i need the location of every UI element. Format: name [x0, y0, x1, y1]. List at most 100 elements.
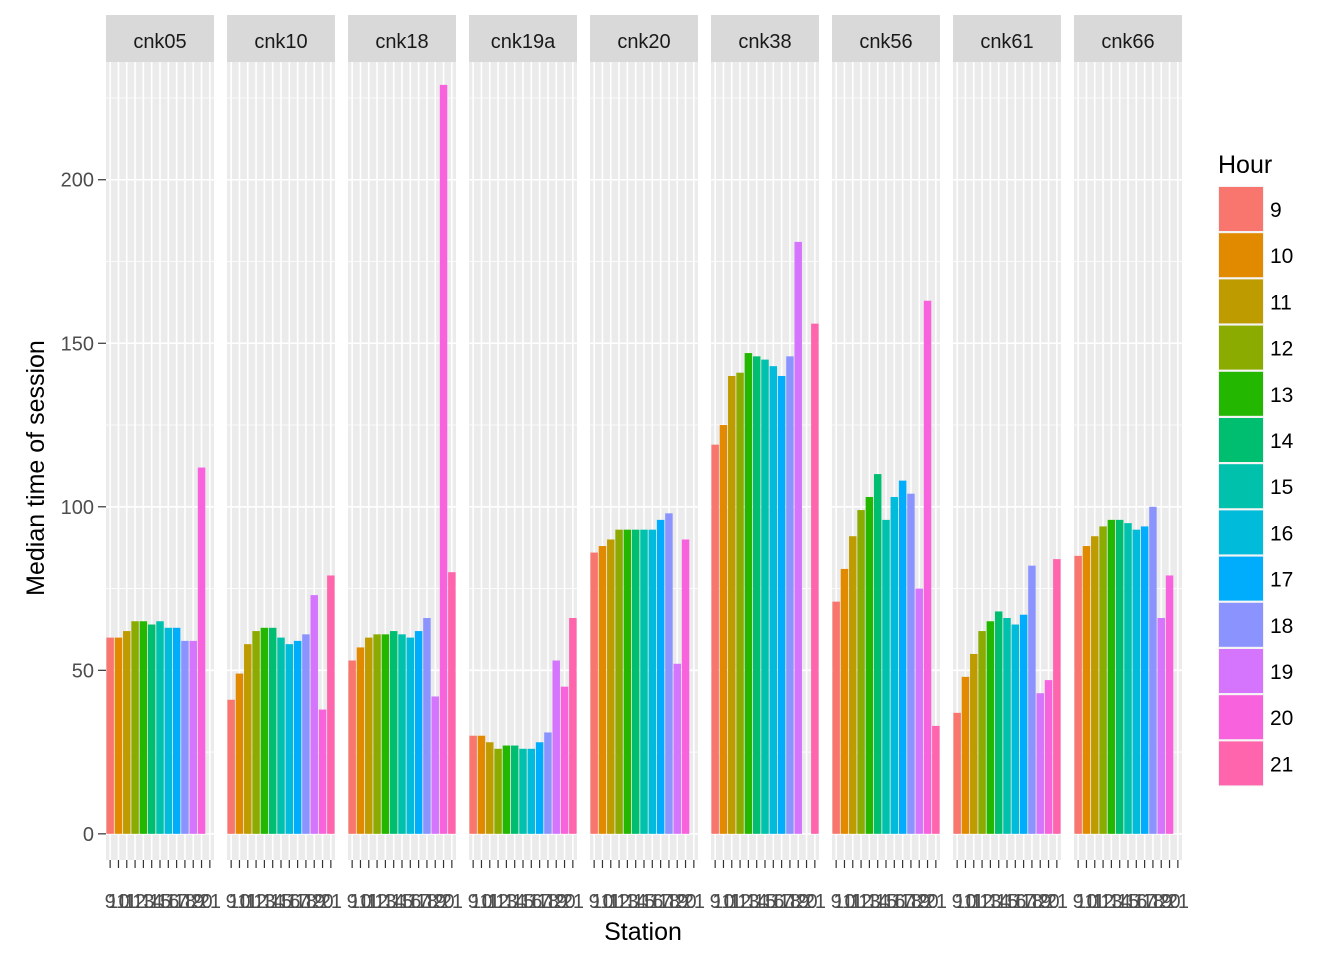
bar-cnk18-hour-9 [348, 660, 356, 834]
x-tick-label: 20 [795, 891, 817, 913]
x-tick-label: 10 [470, 891, 492, 913]
x-tick-label: 17 [649, 891, 671, 913]
bar-cnk66-hour-11 [1091, 536, 1099, 834]
legend-item-12: 12 [1218, 324, 1293, 371]
x-tick-label: 15 [633, 891, 655, 913]
bar-cnk66-hour-12 [1099, 526, 1107, 834]
legend-swatch [1219, 325, 1263, 370]
bar-cnk66-hour-10 [1082, 546, 1091, 834]
bar-cnk05-hour-12 [131, 621, 139, 834]
x-tick-label: 20 [916, 891, 938, 913]
bar-cnk19a-hour-18 [544, 732, 552, 834]
x-tick-label: 18 [174, 891, 196, 913]
x-tick-label: 17 [528, 891, 550, 913]
legend-item-9: 9 [1218, 186, 1282, 232]
bar-cnk05-hour-10 [114, 637, 123, 834]
x-tick-label: 15 [1117, 891, 1139, 913]
x-tick-label: 19 [182, 891, 204, 913]
x-tick-label: 13 [374, 891, 396, 913]
x-tick-label: 19 [424, 891, 446, 913]
bar-cnk10-hour-15 [277, 637, 285, 834]
x-tick-label: 19 [1029, 891, 1051, 913]
x-tick-label: 11 [963, 891, 984, 913]
bar-cnk66-hour-18 [1149, 506, 1157, 834]
bar-cnk38-hour-13 [744, 353, 753, 834]
bar-cnk10-hour-18 [302, 634, 310, 834]
x-tick-label: 13 [979, 891, 1001, 913]
bar-cnk61-hour-13 [986, 621, 995, 834]
legend-item-14: 14 [1218, 417, 1294, 463]
bar-cnk56-hour-18 [907, 493, 915, 834]
x-tick-label: 21 [925, 891, 947, 913]
legend-title: Hour [1218, 151, 1272, 179]
x-tick-label: 13 [616, 891, 638, 913]
bar-cnk18-hour-18 [423, 617, 431, 834]
bar-cnk10-hour-20 [318, 709, 327, 834]
bar-cnk38-hour-9 [711, 444, 719, 834]
bar-cnk38-hour-14 [752, 356, 761, 834]
x-tick-label: 21 [1046, 891, 1068, 913]
bar-cnk19a-hour-9 [469, 735, 477, 834]
x-tick-label: 19 [666, 891, 688, 913]
bar-cnk10-hour-10 [235, 673, 244, 834]
bar-cnk61-hour-20 [1044, 680, 1053, 834]
bar-cnk38-hour-11 [728, 375, 736, 834]
x-tick-label: 16 [762, 891, 784, 913]
x-tick-label: 14 [988, 891, 1010, 913]
x-tick-label: 16 [278, 891, 300, 913]
facet-strip-label: cnk10 [254, 31, 307, 53]
legend-swatch [1219, 649, 1263, 693]
bar-cnk56-hour-21 [932, 725, 940, 834]
x-tick-label: 12 [1092, 891, 1114, 913]
bar-cnk18-hour-12 [373, 634, 381, 834]
x-tick-label: 10 [349, 891, 371, 913]
x-tick-label: 13 [253, 891, 275, 913]
x-tick-label: 14 [383, 891, 405, 913]
bar-cnk18-hour-21 [448, 572, 456, 834]
bar-cnk05-hour-15 [156, 621, 164, 834]
x-tick-label: 9 [105, 891, 116, 913]
legend-item-20: 20 [1218, 694, 1293, 741]
bar-cnk20-hour-19 [673, 663, 681, 834]
legend-label: 11 [1270, 291, 1292, 314]
bar-cnk38-hour-15 [761, 359, 769, 834]
bar-cnk18-hour-20 [439, 84, 448, 834]
x-tick-label: 14 [867, 891, 889, 913]
x-tick-label: 9 [468, 891, 479, 913]
x-tick-label: 18 [537, 891, 559, 913]
bar-cnk10-hour-19 [310, 595, 318, 834]
bar-cnk18-hour-14 [389, 631, 398, 834]
x-tick-label: 13 [1100, 891, 1122, 913]
x-tick-label: 20 [1158, 891, 1180, 913]
x-tick-label: 21 [320, 891, 342, 913]
bar-cnk38-hour-17 [777, 375, 786, 834]
x-tick-label: 19 [908, 891, 930, 913]
legend-swatch [1219, 510, 1263, 555]
bar-cnk05-hour-13 [139, 621, 148, 834]
x-tick-label: 19 [787, 891, 809, 913]
x-tick-label: 15 [512, 891, 534, 913]
x-tick-label: 14 [746, 891, 768, 913]
bar-cnk18-hour-16 [406, 637, 415, 834]
legend-label: 10 [1270, 245, 1293, 268]
x-tick-label: 12 [608, 891, 630, 913]
x-tick-label: 9 [952, 891, 963, 913]
bar-cnk10-hour-17 [293, 640, 302, 834]
x-tick-label: 11 [1084, 891, 1105, 913]
bar-cnk18-hour-19 [431, 696, 439, 834]
y-tick-label: 0 [83, 824, 94, 846]
bar-cnk66-hour-16 [1132, 529, 1141, 834]
bar-cnk66-hour-9 [1074, 555, 1082, 834]
bar-cnk61-hour-16 [1011, 624, 1020, 834]
legend-label: 15 [1270, 476, 1293, 499]
facet-strip [832, 15, 940, 62]
facet-strip-label: cnk66 [1101, 31, 1154, 53]
x-tick-label: 15 [149, 891, 171, 913]
x-tick-label: 14 [1109, 891, 1131, 913]
bar-cnk18-hour-10 [356, 647, 365, 834]
bar-cnk20-hour-20 [681, 539, 690, 834]
